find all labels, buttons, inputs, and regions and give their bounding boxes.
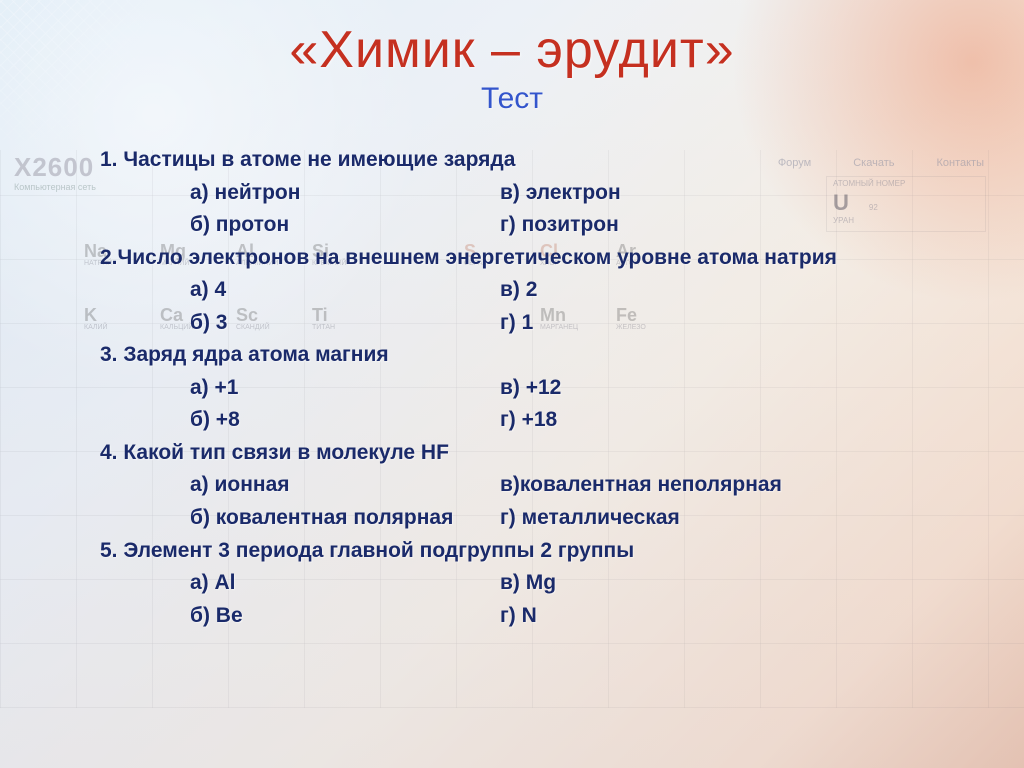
options-row: а) +1в) +12 [100,372,944,405]
slide-content: «Химик – эрудит» Тест 1. Частицы в атоме… [0,0,1024,652]
option-v: в)ковалентная неполярная [500,469,944,502]
question-4: 4. Какой тип связи в молекуле HF [100,437,944,470]
options-row: б) +8г) +18 [100,404,944,437]
question-1: 1. Частицы в атоме не имеющие заряда [100,144,944,177]
option-a: а) ионная [190,469,500,502]
options-row: а) нейтронв) электрон [100,177,944,210]
options-row: а) 4в) 2 [100,274,944,307]
option-a: а) +1 [190,372,500,405]
option-g: г) N [500,600,944,633]
questions-container: 1. Частицы в атоме не имеющие заряда а) … [40,144,984,632]
slide-subtitle: Тест [40,82,984,116]
option-b: б) ковалентная полярная [190,502,500,535]
option-b: б) 3 [190,307,500,340]
option-g: г) 1 [500,307,944,340]
option-g: г) позитрон [500,209,944,242]
question-5: 5. Элемент 3 периода главной подгруппы 2… [100,535,944,568]
options-row: б) Beг) N [100,600,944,633]
question-2: 2.Число электронов на внешнем энергетиче… [100,242,944,275]
option-v: в) +12 [500,372,944,405]
option-a: а) Al [190,567,500,600]
option-a: а) 4 [190,274,500,307]
options-row: б) протонг) позитрон [100,209,944,242]
options-row: б) ковалентная полярнаяг) металлическая [100,502,944,535]
options-row: а) ионнаяв)ковалентная неполярная [100,469,944,502]
option-b: б) протон [190,209,500,242]
option-v: в) электрон [500,177,944,210]
option-b: б) Be [190,600,500,633]
options-row: б) 3г) 1 [100,307,944,340]
option-g: г) +18 [500,404,944,437]
option-a: а) нейтрон [190,177,500,210]
question-3: 3. Заряд ядра атома магния [100,339,944,372]
slide-title: «Химик – эрудит» [40,20,984,80]
option-g: г) металлическая [500,502,944,535]
option-v: в) Mg [500,567,944,600]
option-v: в) 2 [500,274,944,307]
options-row: а) Alв) Mg [100,567,944,600]
option-b: б) +8 [190,404,500,437]
